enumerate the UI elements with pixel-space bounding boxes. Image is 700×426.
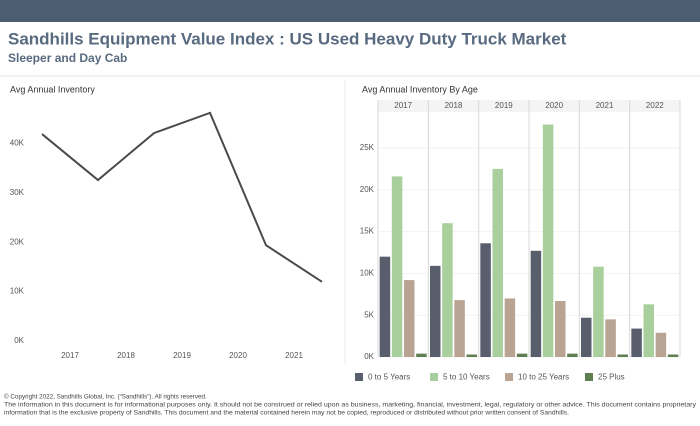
y-tick-label: 5K	[364, 310, 374, 319]
bar	[504, 298, 516, 357]
y-tick-label: 40K	[10, 139, 25, 148]
bar	[466, 354, 477, 357]
bar	[643, 304, 654, 357]
legend-label: 5 to 10 Years	[443, 373, 490, 382]
x-tick-label: 2018	[117, 351, 135, 360]
bar	[555, 300, 566, 357]
page-title: Sandhills Equipment Value Index : US Use…	[8, 29, 567, 48]
x-tick-label: 2019	[173, 351, 191, 360]
bar	[480, 243, 491, 357]
bar	[605, 319, 616, 357]
bar	[454, 300, 465, 357]
bar	[655, 332, 667, 357]
page-subtitle: Sleeper and Day Cab	[8, 51, 127, 65]
legend-swatch	[585, 373, 593, 381]
bar	[567, 353, 578, 357]
x-tick-label: 2020	[229, 351, 247, 360]
bar	[530, 250, 542, 357]
panel-label: 2018	[445, 101, 463, 110]
panel-label: 2017	[394, 101, 412, 110]
footer-text: information that is the exclusive proper…	[4, 410, 569, 417]
bar	[617, 354, 628, 357]
panel-label: 2021	[596, 101, 614, 110]
y-tick-label: 25K	[360, 143, 375, 152]
bar	[581, 317, 592, 357]
footer-text: The information in this document is for …	[4, 402, 697, 409]
x-tick-label: 2017	[61, 351, 79, 360]
chart-title: Avg Annual Inventory By Age	[362, 84, 478, 94]
bar	[430, 265, 441, 357]
footer-text: © Copyright 2022, Sandhills Global, Inc.…	[4, 393, 207, 401]
y-tick-label: 10K	[360, 268, 375, 277]
bar	[667, 354, 679, 357]
chart-title: Avg Annual Inventory	[10, 84, 95, 94]
legend-swatch	[355, 373, 363, 381]
y-tick-label: 15K	[360, 227, 375, 236]
legend-swatch	[505, 373, 513, 381]
y-tick-label: 20K	[360, 185, 375, 194]
bar	[404, 280, 415, 357]
bar	[492, 168, 503, 357]
y-tick-label: 0K	[364, 352, 374, 361]
legend-label: 25 Plus	[598, 373, 625, 382]
top-band	[0, 0, 700, 22]
bar	[379, 256, 391, 357]
bar	[516, 353, 528, 357]
bar	[416, 353, 427, 357]
y-tick-label: 10K	[10, 287, 25, 296]
line	[41, 111, 323, 283]
legend-label: 0 to 5 Years	[368, 373, 410, 382]
y-tick-label: 20K	[10, 237, 25, 246]
y-tick-label: 30K	[10, 188, 25, 197]
panel-label: 2019	[495, 101, 513, 110]
legend-label: 10 to 25 Years	[518, 373, 569, 382]
bar	[391, 176, 403, 357]
bar	[442, 223, 453, 357]
bar	[631, 328, 642, 357]
x-tick-label: 2021	[285, 351, 303, 360]
legend-swatch	[430, 373, 438, 381]
panel-label: 2022	[646, 101, 664, 110]
bar	[593, 266, 604, 357]
bar	[542, 124, 554, 357]
panel-label: 2020	[545, 101, 563, 110]
y-tick-label: 0K	[14, 336, 24, 345]
